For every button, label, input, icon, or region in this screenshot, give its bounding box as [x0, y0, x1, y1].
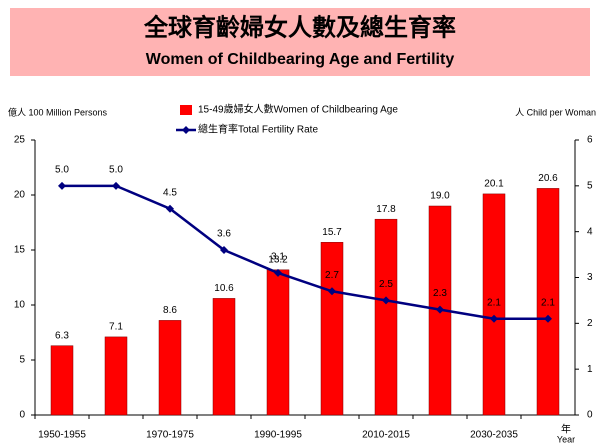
- x-tick-label: 2010-2015: [362, 430, 410, 441]
- y-tick-label: 10: [14, 300, 26, 311]
- y-axis-label: 億人 100 Million Persons: [8, 106, 108, 117]
- legend-label: 15-49歲婦女人數Women of Childbearing Age: [198, 103, 398, 116]
- legend-label: 總生育率Total Fertility Rate: [198, 123, 318, 136]
- line-value-label: 2.5: [379, 279, 393, 290]
- chart-title: 全球育齡婦女人數及總生育率: [143, 13, 456, 41]
- line-value-label: 2.7: [325, 270, 339, 281]
- line-marker: [166, 204, 174, 213]
- y2-tick-label: 1: [587, 364, 593, 375]
- line-marker: [328, 287, 336, 296]
- line-value-label: 5.0: [55, 164, 69, 175]
- line-marker: [220, 246, 228, 254]
- y2-tick-label: 0: [587, 410, 593, 421]
- bar-value-label: 20.1: [484, 179, 504, 190]
- y-tick-label: 0: [19, 410, 25, 421]
- bar: [104, 336, 128, 416]
- y-tick-label: 25: [14, 135, 26, 146]
- line-marker: [490, 314, 498, 323]
- x-tick-label: 1950-1955: [38, 430, 86, 441]
- legend-swatch: [180, 105, 192, 115]
- y2-tick-label: 2: [587, 318, 593, 329]
- bar-value-label: 13.2: [268, 254, 288, 265]
- y2-tick-label: 3: [587, 272, 593, 283]
- line: [62, 184, 548, 320]
- y-tick-label: 5: [19, 355, 25, 366]
- line-marker: [436, 305, 444, 314]
- bar-value-label: 15.7: [322, 227, 342, 238]
- x-tick-label: 1970-1975: [146, 430, 194, 441]
- line-marker: [544, 314, 552, 323]
- bar: [374, 218, 398, 416]
- bar-value-label: 7.1: [109, 322, 123, 333]
- line-value-label: 3.1: [271, 252, 285, 263]
- bar: [50, 345, 74, 416]
- line-marker: [274, 268, 282, 277]
- bar-value-label: 17.8: [376, 204, 396, 215]
- bar: [482, 193, 506, 416]
- bar-value-label: 6.3: [55, 330, 69, 341]
- x-axis-label: 年: [561, 423, 571, 436]
- line-value-label: 4.5: [163, 187, 177, 198]
- line-value-label: 2.1: [487, 297, 501, 308]
- bar-value-label: 10.6: [214, 283, 234, 294]
- line-value-label: 5.0: [109, 164, 123, 175]
- title-band: [10, 8, 590, 76]
- bar-value-label: 19.0: [430, 191, 450, 202]
- bar: [266, 269, 290, 416]
- x-axis-label-en: Year: [557, 434, 575, 443]
- y2-axis-label: 人 Child per Woman: [515, 107, 596, 117]
- bar: [320, 242, 344, 416]
- bar: [212, 298, 236, 416]
- line-value-label: 2.1: [541, 297, 555, 308]
- y-tick-label: 15: [14, 245, 26, 256]
- line-value-label: 2.3: [433, 288, 447, 299]
- legend-marker: [182, 126, 190, 134]
- line-marker: [382, 296, 390, 305]
- line-value-label: 3.6: [217, 229, 231, 240]
- bar-value-label: 20.6: [538, 173, 558, 184]
- bar: [536, 188, 560, 416]
- bar-value-label: 8.6: [163, 305, 177, 316]
- x-tick-label: 1990-1995: [254, 430, 302, 441]
- chart-subtitle: Women of Childbearing Age and Fertility: [146, 51, 455, 68]
- line-marker: [112, 181, 120, 190]
- line-marker: [58, 181, 66, 190]
- y2-tick-label: 4: [587, 226, 593, 237]
- x-tick-label: 2030-2035: [470, 430, 518, 441]
- y-tick-label: 20: [14, 190, 26, 201]
- y2-tick-label: 6: [587, 135, 593, 146]
- bar: [158, 320, 182, 416]
- y2-tick-label: 5: [587, 180, 593, 191]
